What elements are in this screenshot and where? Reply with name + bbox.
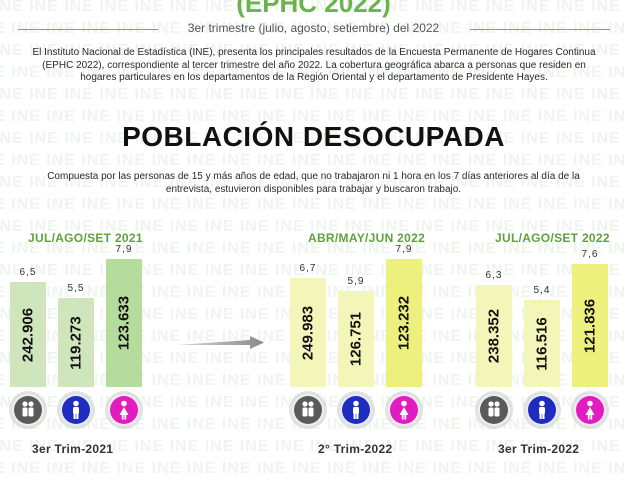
bar-value-label: 249.983 xyxy=(299,305,317,360)
man-icon xyxy=(526,394,558,426)
bar-hombres: 116.516 xyxy=(524,300,560,387)
woman-icon xyxy=(574,394,606,426)
watermark-row: INE INE INE INE INE INE INE INE INE INE … xyxy=(0,86,627,103)
section-title: POBLACIÓN DESOCUPADA xyxy=(122,121,505,152)
group-label-q2-2022: 2° Trim-2022 xyxy=(318,442,393,456)
people-icon xyxy=(292,394,324,426)
bar-hombres: 126.751 xyxy=(338,291,374,387)
rate-label: 5,5 xyxy=(67,283,85,294)
people-icon xyxy=(12,394,44,426)
bar-value-label: 123.232 xyxy=(395,295,413,351)
watermark-row: INE INE INE INE INE INE INE INE INE INE … xyxy=(0,460,627,477)
period-label-q2-2022: ABR/MAY/JUN 2022 xyxy=(308,231,426,245)
period-label-q3-2022: JUL/AGO/SET 2022 xyxy=(495,231,610,245)
bar-mujeres: 123.633 xyxy=(106,259,142,387)
watermark-row: INE INE INE INE INE INE INE INE INE INE … xyxy=(0,262,627,279)
rate-label: 7,6 xyxy=(581,249,599,260)
man-icon xyxy=(340,394,372,426)
watermark-row: INE INE INE INE INE INE INE INE INE INE … xyxy=(0,240,627,257)
people-icon xyxy=(478,394,510,426)
rate-label: 7,9 xyxy=(395,244,413,255)
watermark-row: INE INE INE INE INE INE INE INE INE INE … xyxy=(0,108,627,125)
woman-icon xyxy=(108,394,140,426)
rate-label: 5,4 xyxy=(533,285,551,296)
rate-label: 6,3 xyxy=(485,270,503,281)
man-icon xyxy=(60,394,92,426)
bar-value-label: 123.633 xyxy=(115,295,133,351)
bar-hombres: 119.273 xyxy=(58,298,94,387)
bar-total: 242.906 xyxy=(10,282,46,387)
group-label-2021: 3er Trim-2021 xyxy=(32,442,114,456)
group-label-q3-2022: 3er Trim-2022 xyxy=(498,442,580,456)
watermark-row: INE INE INE INE INE INE INE INE INE INE … xyxy=(0,152,627,169)
watermark-row: INE INE INE INE INE INE INE INE INE INE … xyxy=(0,218,627,235)
watermark-row: INE INE INE INE INE INE INE INE INE INE … xyxy=(0,174,627,191)
bar-value-label: 242.906 xyxy=(19,307,37,362)
rate-label: 6,5 xyxy=(19,267,37,278)
watermark-row: INE INE INE INE INE INE INE INE INE INE … xyxy=(0,130,627,147)
definition-paragraph: Compuesta por las personas de 15 y más a… xyxy=(47,171,580,195)
report-title: (EPHC 2022) xyxy=(236,0,391,18)
bar-value-label: 126.751 xyxy=(347,311,365,367)
bar-total: 238.352 xyxy=(476,285,512,387)
bar-value-label: 116.516 xyxy=(533,316,551,371)
bar-mujeres: 123.232 xyxy=(386,259,422,387)
intro-paragraph: El Instituto Nacional de Estadística (IN… xyxy=(32,47,596,83)
arrow-icon xyxy=(176,336,264,349)
watermark-row: INE INE INE INE INE INE INE INE INE INE … xyxy=(0,42,627,59)
bar-value-label: 238.352 xyxy=(485,308,503,364)
watermark-row: INE INE INE INE INE INE INE INE INE INE … xyxy=(0,0,627,15)
rate-label: 7,9 xyxy=(115,244,133,255)
watermark-row: INE INE INE INE INE INE INE INE INE INE … xyxy=(0,64,627,81)
report-subtitle: 3er trimestre (julio, agosto, setiembre)… xyxy=(187,21,440,35)
bar-total: 249.983 xyxy=(290,278,326,387)
bar-value-label: 119.273 xyxy=(67,315,85,370)
watermark-row: INE INE INE INE INE INE INE INE INE INE … xyxy=(0,196,627,213)
subtitle-divider-left xyxy=(18,29,158,30)
bar-value-label: 121.836 xyxy=(581,298,599,353)
bar-mujeres: 121.836 xyxy=(572,264,608,387)
rate-label: 5,9 xyxy=(347,276,365,287)
watermark-row: INE INE INE INE INE INE INE INE INE INE … xyxy=(0,20,627,37)
rate-label: 6,7 xyxy=(299,263,317,274)
woman-icon xyxy=(388,394,420,426)
subtitle-divider-right xyxy=(470,29,610,30)
period-label-2021: JUL/AGO/SET 2021 xyxy=(28,231,143,245)
watermark-row: INE INE INE INE INE INE INE INE INE INE … xyxy=(0,438,627,455)
